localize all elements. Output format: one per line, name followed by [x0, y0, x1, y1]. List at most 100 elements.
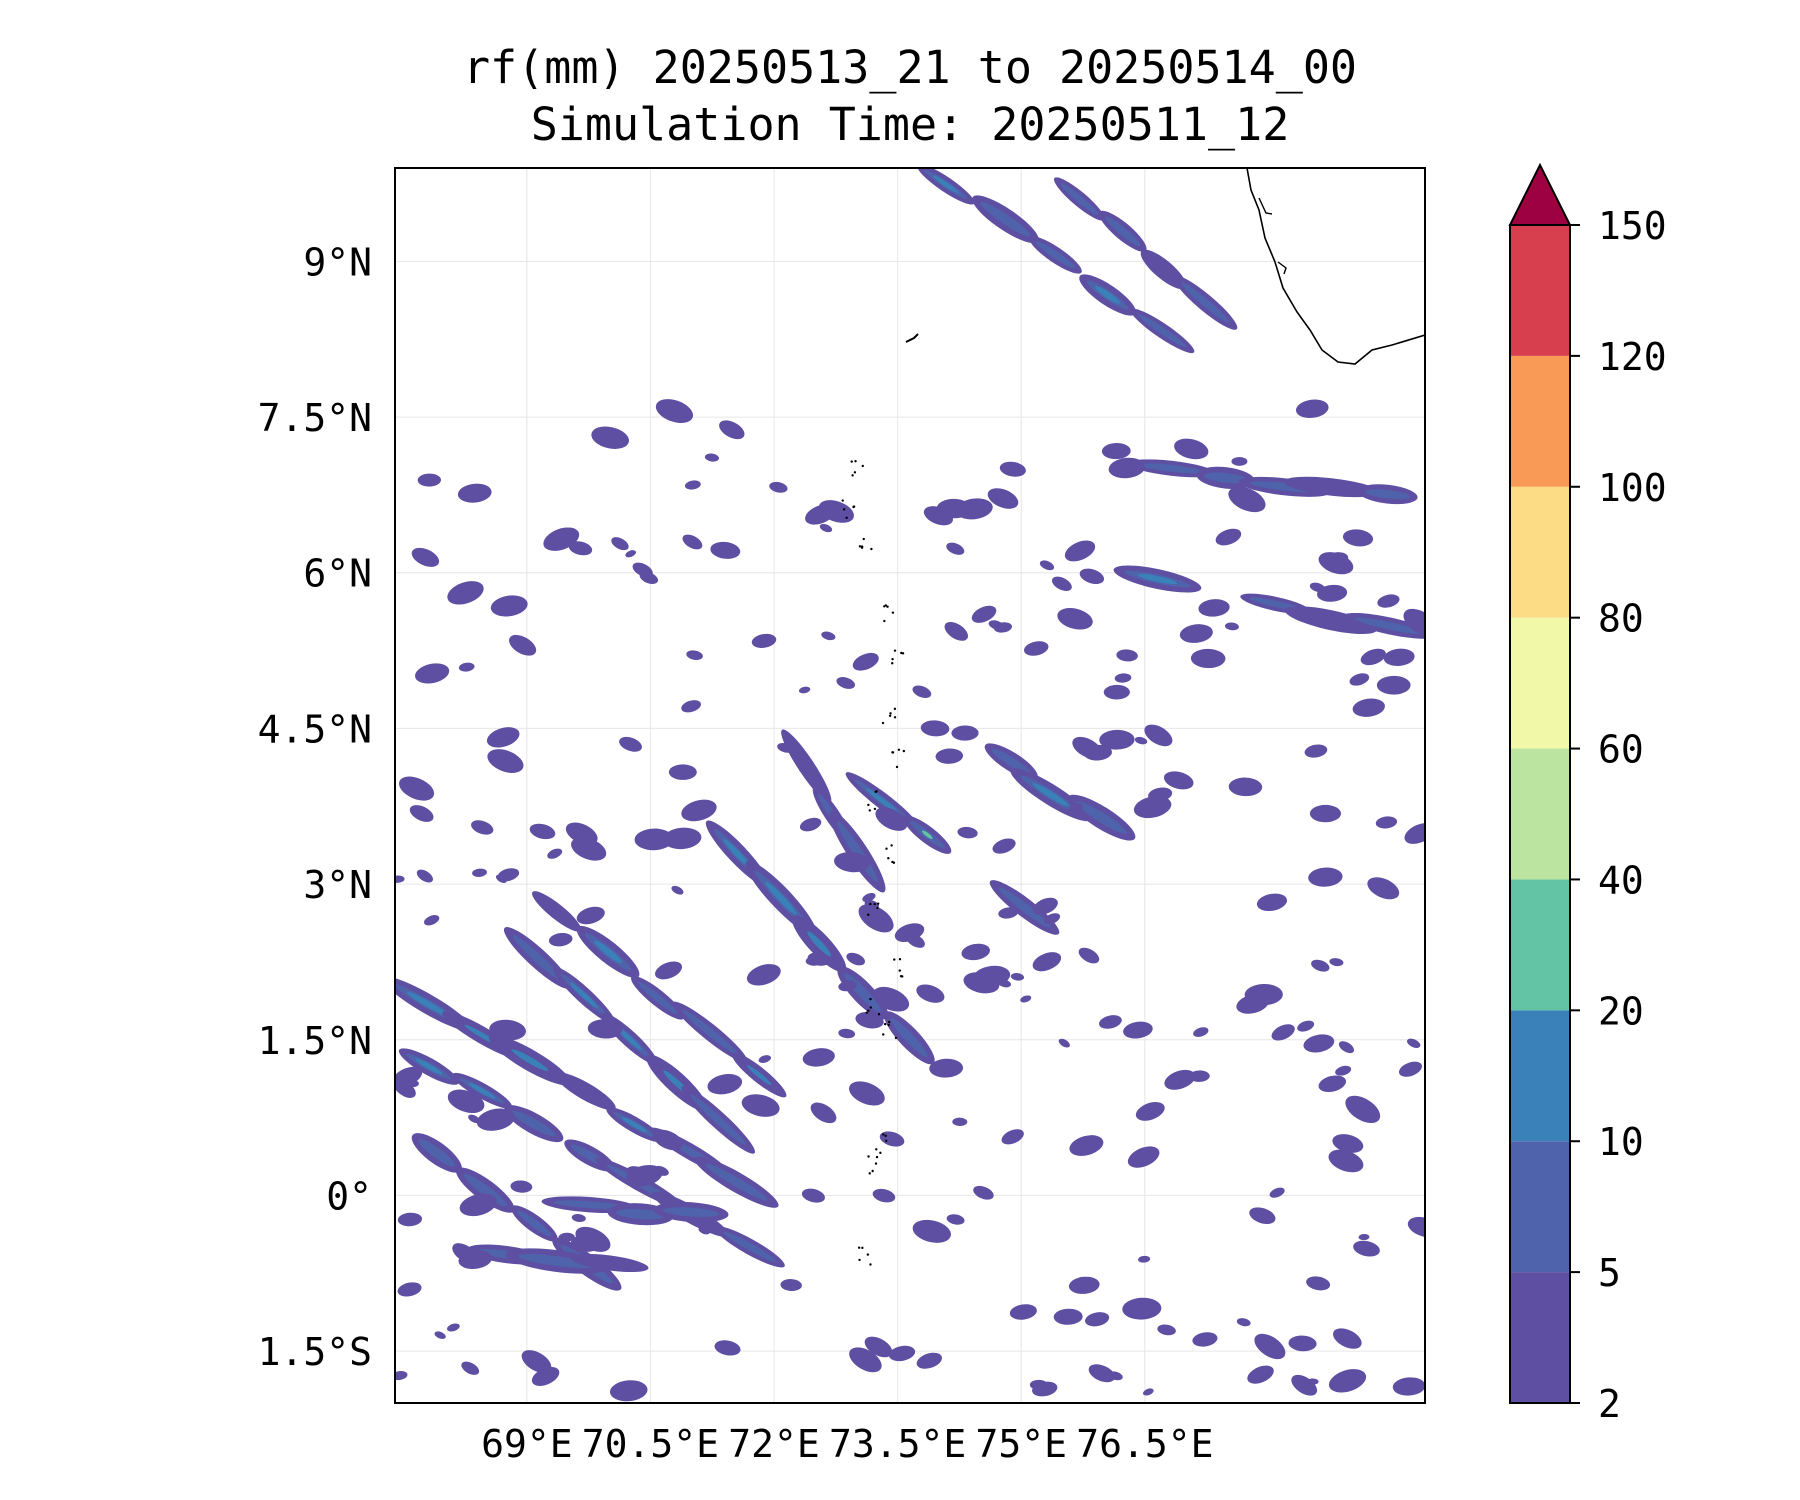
rain-shower: [1051, 576, 1072, 591]
atoll-island: [867, 803, 870, 807]
rain-shower: [397, 1212, 423, 1227]
rain-shower: [398, 776, 435, 801]
rain-shower: [1317, 584, 1348, 602]
rain-shower: [872, 986, 910, 1012]
atoll-island: [869, 997, 872, 1001]
rain-cell: [1284, 606, 1377, 635]
rain-shower: [862, 893, 876, 903]
rain-shower: [1392, 1377, 1425, 1396]
rain-shower: [807, 952, 831, 966]
atoll-island: [887, 1023, 890, 1027]
rain-shower: [836, 677, 856, 689]
rain-shower: [487, 749, 524, 773]
rain-shower: [1376, 675, 1411, 695]
rain-cell-core: [932, 175, 959, 194]
rain-shower: [1010, 973, 1025, 981]
atoll-island: [891, 611, 895, 614]
rain-shower: [1306, 1276, 1331, 1291]
rain-shower: [1236, 1318, 1251, 1327]
rain-shower: [999, 461, 1026, 477]
rain-shower: [1133, 795, 1172, 819]
atoll-island: [893, 649, 897, 652]
rain-shower: [805, 504, 836, 525]
atoll-island: [875, 1148, 878, 1151]
map-frame: [394, 167, 1426, 1404]
atoll-island: [885, 1139, 888, 1142]
rain-shower: [681, 799, 717, 822]
rain-cell-core: [1094, 286, 1121, 304]
rain-shower: [424, 915, 440, 926]
rain-cell-core: [615, 1209, 666, 1220]
minicoy-island: [905, 333, 919, 343]
rain-shower: [411, 547, 440, 567]
rain-shower: [1224, 622, 1239, 631]
rain-shower: [957, 826, 978, 839]
rain-shower: [855, 1012, 884, 1029]
rain-shower: [1353, 1240, 1380, 1257]
rain-shower: [655, 961, 683, 980]
rain-shower: [1256, 893, 1288, 912]
rain-cell-core: [980, 202, 1031, 237]
rain-shower: [521, 1350, 552, 1374]
rain-shower: [1249, 1207, 1276, 1225]
colorbar-tick-label: 10: [1598, 1120, 1644, 1164]
rain-shower: [416, 869, 433, 883]
rain-cell-core: [1032, 783, 1069, 807]
rain-cell-core: [1203, 472, 1248, 484]
rain-shower: [1078, 947, 1100, 964]
rain-cell-core: [569, 982, 598, 1009]
rain-cell-core: [511, 1049, 549, 1072]
rain-cell-core: [1365, 489, 1411, 500]
rain-shower: [714, 1340, 741, 1356]
rain-shower: [1360, 648, 1386, 666]
colorbar-tick-label: 2: [1598, 1382, 1621, 1426]
rain-shower: [1247, 1365, 1274, 1384]
coastline: [1246, 168, 1425, 365]
rain-shower: [611, 537, 629, 551]
rain-shower: [1174, 438, 1209, 460]
rain-shower: [973, 1185, 994, 1200]
rain-shower: [417, 473, 442, 487]
rain-cell-core: [890, 1018, 928, 1058]
rain-shower: [639, 571, 659, 585]
rain-cell-core: [637, 981, 678, 1014]
rain-shower: [929, 1058, 964, 1078]
rain-shower: [698, 1226, 710, 1235]
rain-shower: [1308, 867, 1343, 887]
rain-shower: [395, 875, 405, 883]
rain-shower: [1122, 1297, 1162, 1320]
rain-shower: [1333, 1328, 1362, 1349]
rain-shower: [1228, 486, 1266, 513]
rain-shower: [952, 1117, 968, 1126]
atoll-island: [876, 902, 880, 905]
atoll-island: [902, 749, 906, 753]
rain-shower: [447, 1089, 485, 1114]
rain-shower: [510, 1180, 533, 1193]
colorbar-tick-label: 5: [1598, 1251, 1621, 1295]
rain-shower: [1407, 1038, 1421, 1048]
atoll-island: [884, 604, 888, 607]
lat-tick-label: 1.5°N: [258, 1019, 372, 1063]
rain-shower: [653, 1129, 683, 1151]
rain-shower: [1001, 1129, 1024, 1145]
atoll-island: [858, 1258, 861, 1262]
rain-shower: [710, 541, 741, 559]
atoll-island: [883, 619, 886, 623]
atoll-island: [851, 474, 854, 477]
lat-tick-label: 6°N: [303, 552, 372, 596]
rain-shower: [409, 805, 434, 822]
colorbar-segment: [1510, 225, 1570, 356]
rain-cell-core: [723, 1231, 777, 1262]
rain-cell-core: [1036, 241, 1076, 269]
rain-cell-core: [518, 1254, 595, 1269]
rain-shower: [998, 907, 1019, 919]
colorbar-segment: [1510, 617, 1570, 749]
rain-shower: [1398, 1061, 1422, 1077]
lon-tick-label: 72°E: [728, 1422, 820, 1466]
rain-shower: [668, 764, 697, 780]
atoll-island: [900, 651, 903, 655]
rain-shower: [686, 650, 703, 661]
rain-shower: [951, 725, 979, 741]
rain-shower: [946, 542, 965, 555]
rain-shower: [1190, 648, 1226, 669]
